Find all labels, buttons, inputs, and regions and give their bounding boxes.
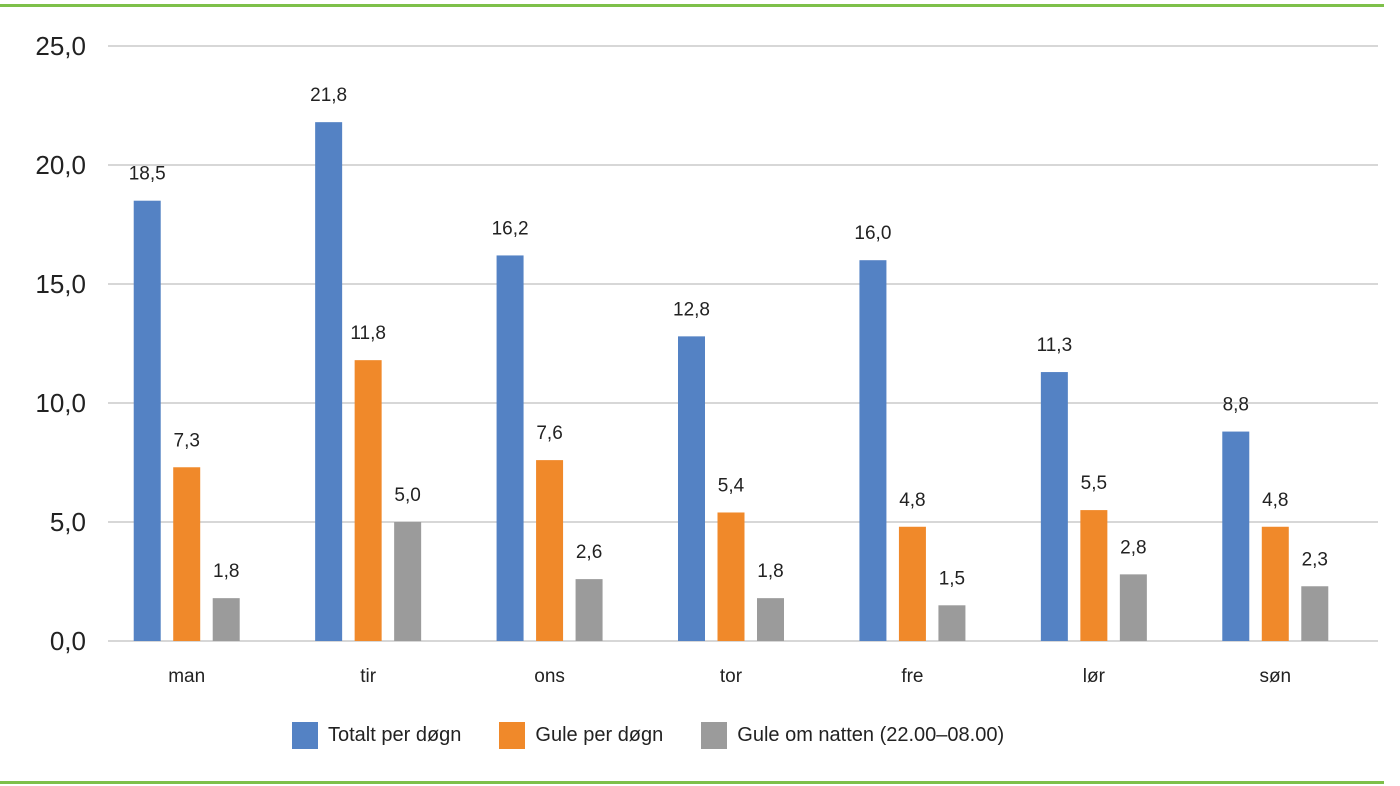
data-label: 18,5 — [129, 164, 166, 185]
legend-item-yellow: Gule per døgn — [499, 722, 663, 749]
data-label: 5,5 — [1081, 473, 1107, 494]
data-label: 7,3 — [174, 430, 200, 451]
legend-swatch-yellow — [499, 722, 526, 749]
bar — [1040, 372, 1068, 641]
data-label: 1,8 — [213, 561, 239, 582]
legend-item-night: Gule om natten (22.00–08.00) — [701, 722, 1004, 749]
top-rule — [0, 4, 1384, 7]
data-label: 1,8 — [757, 561, 783, 582]
bar — [757, 598, 784, 641]
bar — [394, 522, 422, 641]
bar — [1080, 510, 1108, 641]
legend-swatch-night — [701, 722, 728, 749]
legend-label-total: Totalt per døgn — [328, 724, 462, 746]
legend-label-night: Gule om natten (22.00–08.00) — [737, 724, 1005, 746]
data-label: 12,8 — [673, 299, 710, 320]
y-tick-label: 10,0 — [35, 388, 86, 418]
bar — [315, 122, 343, 641]
bar — [496, 255, 524, 641]
x-tick-label: tor — [720, 666, 743, 687]
y-tick-label: 0,0 — [50, 626, 86, 656]
x-tick-label: man — [168, 666, 205, 687]
data-label: 2,8 — [1120, 537, 1146, 558]
data-label: 5,4 — [718, 475, 745, 496]
bar — [575, 579, 603, 641]
data-label: 11,3 — [1037, 335, 1073, 356]
bar — [1222, 431, 1250, 641]
bar — [133, 200, 161, 641]
bar — [1119, 574, 1147, 641]
data-label: 16,2 — [492, 218, 529, 239]
legend-swatch-total — [292, 722, 318, 749]
data-label: 4,8 — [1262, 490, 1288, 511]
x-tick-label: ons — [534, 666, 565, 687]
bar — [354, 360, 382, 641]
bar — [678, 336, 705, 641]
data-label: 5,0 — [394, 485, 420, 506]
x-tick-label: fre — [901, 666, 923, 687]
data-label: 2,6 — [576, 542, 602, 563]
bar — [1261, 526, 1289, 641]
bar — [717, 512, 745, 641]
bar — [898, 526, 926, 641]
legend: Totalt per døgn Gule per døgn Gule om na… — [292, 722, 1042, 749]
bar — [938, 605, 966, 641]
bar — [212, 598, 240, 641]
data-label: 2,3 — [1302, 549, 1328, 570]
bar — [173, 467, 201, 641]
legend-label-yellow: Gule per døgn — [535, 724, 664, 746]
data-label: 16,0 — [854, 223, 891, 244]
x-tick-label: tir — [360, 666, 377, 687]
bar — [1301, 586, 1329, 641]
bar — [859, 260, 887, 641]
bar — [536, 460, 564, 641]
data-label: 11,8 — [350, 323, 386, 344]
y-tick-label: 5,0 — [50, 507, 86, 537]
y-tick-label: 20,0 — [35, 150, 86, 180]
bottom-rule — [0, 781, 1384, 784]
data-label: 21,8 — [310, 85, 347, 106]
y-tick-label: 15,0 — [35, 269, 86, 299]
x-tick-label: søn — [1259, 666, 1291, 687]
data-label: 8,8 — [1223, 395, 1249, 416]
legend-item-total: Totalt per døgn — [292, 722, 461, 749]
x-tick-label: lør — [1083, 666, 1106, 687]
data-label: 1,5 — [939, 568, 965, 589]
data-label: 4,8 — [899, 490, 925, 511]
data-label: 7,6 — [536, 423, 562, 444]
y-tick-label: 25,0 — [35, 31, 86, 61]
